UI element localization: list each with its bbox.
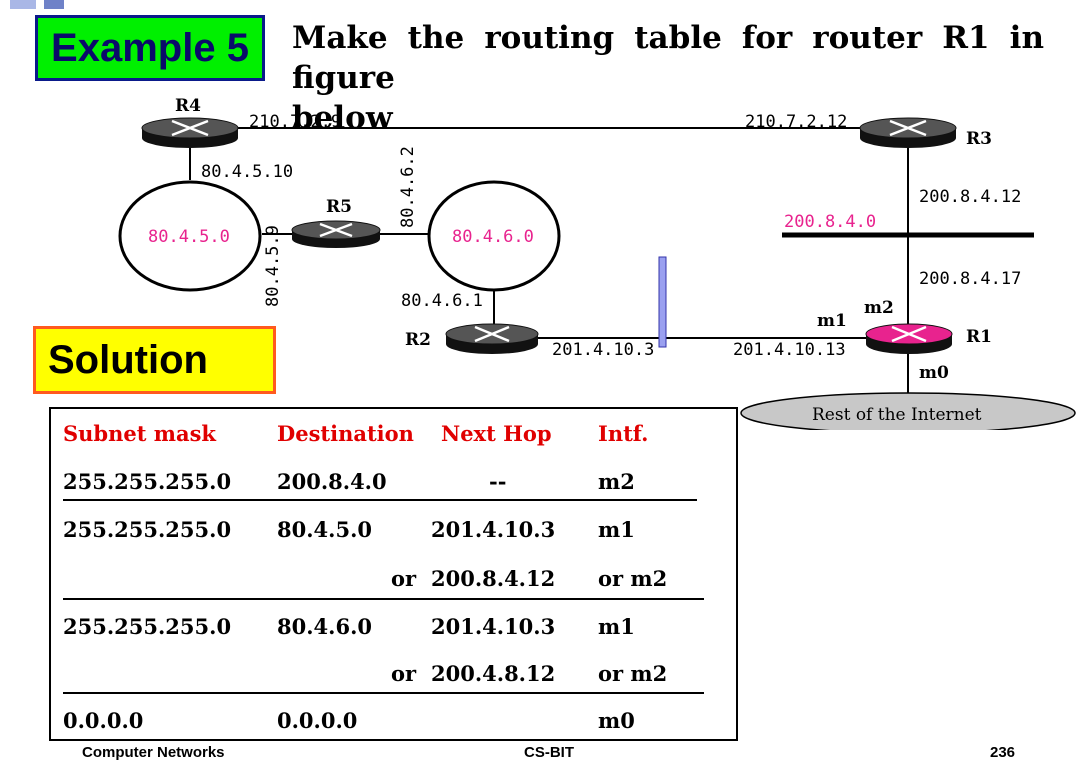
row-3-next-hop: 201.4.10.3 [431,614,556,639]
router-r1-label: R1 [966,327,992,347]
router-r5-label: R5 [326,197,352,217]
network-diagram: R4 R3 R5 R2 R1 80.4.5.0 80.4.6.0 200.8.4… [118,96,1076,430]
interface-m0-label: m0 [919,363,949,383]
row-3-interface: m1 [598,614,635,639]
row-4-interface: or m2 [598,661,668,686]
row-1-mask: 255.255.255.0 [63,517,232,542]
solution-badge: Solution [33,326,276,394]
row-1-interface: m1 [598,517,635,542]
addr-80-4-5-9: 80.4.5.9 [263,225,283,307]
row-divider [63,692,704,694]
addr-200-8-4-12: 200.8.4.12 [919,187,1021,207]
router-r5-icon [291,220,381,248]
network-200-8-4-label: 200.8.4.0 [784,212,876,232]
slide-heading: Make the routing table for router R1 in … [292,18,1044,138]
network-80-4-6-label: 80.4.6.0 [452,227,534,247]
header-next-hop: Next Hop [441,421,552,446]
router-r3-icon [859,117,957,148]
corner-decoration [44,0,64,9]
network-80-4-6-circle [427,180,561,292]
row-5-destination: 0.0.0.0 [277,708,358,733]
row-5-mask: 0.0.0.0 [63,708,144,733]
row-2-or: or [391,566,417,591]
addr-80-4-5-10: 80.4.5.10 [201,162,293,182]
routing-table: Subnet mask Destination Next Hop Intf. 2… [49,407,738,741]
interface-m2-label: m2 [864,298,894,318]
row-1-destination: 80.4.5.0 [277,517,372,542]
router-r2-label: R2 [405,330,431,350]
interface-m1-label: m1 [817,311,847,331]
router-r4-icon [141,117,239,148]
footer-course: Computer Networks [82,744,225,761]
wan-separator [658,256,667,348]
addr-80-4-6-2: 80.4.6.2 [398,146,418,228]
addr-80-4-6-1: 80.4.6.1 [401,291,483,311]
router-r2-icon [445,323,539,354]
row-divider [63,598,704,600]
addr-210-7-2-9: 210.7.2.9 [249,112,341,132]
addr-210-7-2-12: 210.7.2.12 [745,112,847,132]
row-5-interface: m0 [598,708,635,733]
row-2-next-hop: 200.8.4.12 [431,566,556,591]
header-destination: Destination [277,421,414,446]
row-3-destination: 80.4.6.0 [277,614,372,639]
header-interface: Intf. [598,421,649,446]
router-r4-label: R4 [175,96,201,116]
footer-institution: CS-BIT [524,744,574,761]
header-subnet-mask: Subnet mask [63,421,216,446]
internet-label: Rest of the Internet [812,405,982,425]
heading-line-2: below [292,100,393,136]
corner-decoration [10,0,36,9]
router-r1-icon [865,323,953,354]
row-0-destination: 200.8.4.0 [277,469,387,494]
addr-200-8-4-17: 200.8.4.17 [919,269,1021,289]
footer-page-number: 236 [990,744,1016,761]
example-badge: Example 5 [35,15,265,81]
network-80-4-5-label: 80.4.5.0 [148,227,230,247]
example-label: Example 5 [51,25,249,70]
addr-201-4-10-3: 201.4.10.3 [552,340,654,360]
heading-line-1: Make the routing table for router R1 in … [292,20,1044,96]
row-4-or: or [391,661,417,686]
row-0-interface: m2 [598,469,635,494]
row-divider [63,499,697,501]
row-1-next-hop: 201.4.10.3 [431,517,556,542]
row-3-mask: 255.255.255.0 [63,614,232,639]
router-r3-label: R3 [966,129,992,149]
network-80-4-5-circle [118,180,262,292]
addr-201-4-10-13: 201.4.10.13 [733,340,846,360]
row-2-interface: or m2 [598,566,668,591]
row-0-next-hop: -- [489,469,507,494]
row-4-next-hop: 200.4.8.12 [431,661,556,686]
internet-cloud [740,392,1076,430]
row-0-mask: 255.255.255.0 [63,469,232,494]
solution-label: Solution [48,337,208,382]
